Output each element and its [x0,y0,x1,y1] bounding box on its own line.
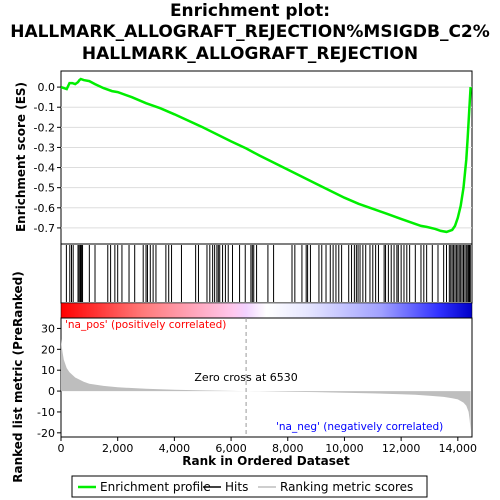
chart-title-line-3: HALLMARK_ALLOGRAFT_REJECTION [81,44,419,64]
legend-label-hits: Hits [225,480,248,494]
x-tick-label: 8,000 [272,442,304,455]
hits-panel-frame [60,243,473,304]
zero-cross-label: Zero cross at 6530 [194,371,297,384]
chart-title-line-1: Enrichment plot: [169,1,331,21]
hits-marks [65,245,471,302]
rank-color-bar [60,302,473,319]
metric-y-tick-label: 30 [41,322,55,335]
legend-label-enrichment-profile: Enrichment profile [100,480,211,494]
es-y-tick-label: -0.4 [34,162,55,175]
x-tick-label: 0 [58,442,65,455]
metric-y-tick-label: -10 [37,406,55,419]
positive-correlation-label: 'na_pos' (positively correlated) [65,319,226,331]
es-gridlines [61,86,472,229]
es-y-ticks: 0.0 -0.1 -0.2 -0.3 -0.4 -0.5 -0.6 -0.7 [34,81,61,235]
metric-y-tick-label: 20 [41,343,55,356]
es-y-tick-label: -0.5 [34,182,55,195]
metric-y-ticks: 30 20 10 0 -10 -20 [37,322,61,440]
legend: Enrichment profile Hits Ranking metric s… [71,475,428,498]
es-panel-frame [60,70,473,245]
es-y-axis-label: Enrichment score (ES) [14,82,28,232]
es-y-tick-label: 0.0 [38,81,56,94]
metric-y-axis-label: Ranked list metric (PreRanked) [11,271,25,483]
x-tick-label: 6,000 [215,442,247,455]
es-y-tick-label: -0.7 [34,222,55,235]
enrichment-profile-line [60,77,472,234]
metric-x-ticks: 0 2,000 4,000 6,000 8,000 10,000 12,000 14,000 [58,437,478,455]
es-y-tick-label: -0.1 [34,101,55,114]
es-y-tick-label: -0.2 [34,121,55,134]
negative-correlation-label: 'na_neg' (negatively correlated) [276,421,443,433]
es-y-tick-label: -0.3 [34,141,55,154]
x-tick-label: 10,000 [325,442,364,455]
metric-panel-frame [60,317,473,438]
chart-title-line-2: HALLMARK_ALLOGRAFT_REJECTION%MSIGDB_C2% [10,22,490,42]
x-tick-label: 4,000 [159,442,191,455]
metric-y-tick-label: 0 [48,385,55,398]
x-tick-label: 12,000 [382,442,421,455]
x-tick-label: 14,000 [439,442,478,455]
legend-label-ranking-metric: Ranking metric scores [280,480,413,494]
legend-box [71,475,428,498]
x-tick-label: 2,000 [102,442,134,455]
metric-y-tick-label: 10 [41,364,55,377]
x-axis-label: Rank in Ordered Dataset [182,454,350,468]
metric-y-tick-label: -20 [37,427,55,440]
es-y-tick-label: -0.6 [34,202,55,215]
